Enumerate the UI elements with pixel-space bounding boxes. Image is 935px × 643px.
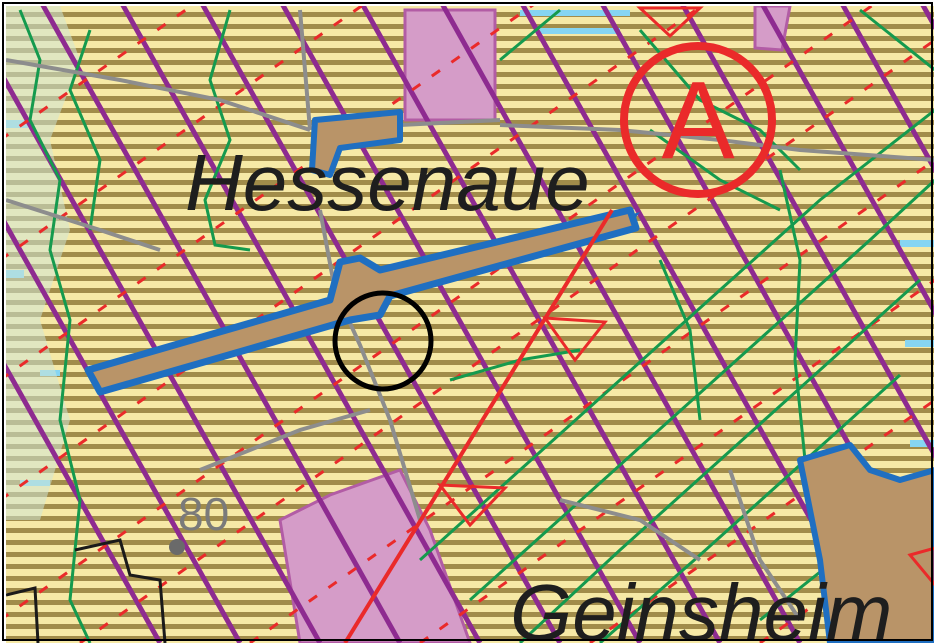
place-label-geinsheim: Geinsheim (510, 568, 892, 643)
boundary-outline (6, 538, 167, 643)
embankment-feature (84, 206, 640, 396)
red-triangle-markers (436, 6, 934, 587)
harbour-feature (309, 109, 403, 178)
settlement-geinsheim-area (797, 442, 934, 643)
elevation-label: 80 (178, 488, 229, 540)
location-marker-circle[interactable] (332, 290, 434, 392)
elevation-point (169, 539, 185, 555)
place-label-hessenaue: Hessenaue (185, 138, 590, 227)
circled-a-label: A (661, 59, 735, 182)
grey-roads (6, 9, 934, 622)
meadow-area (6, 6, 80, 520)
red-boundary-line (343, 208, 614, 643)
circled-a-symbol: A (620, 42, 776, 198)
